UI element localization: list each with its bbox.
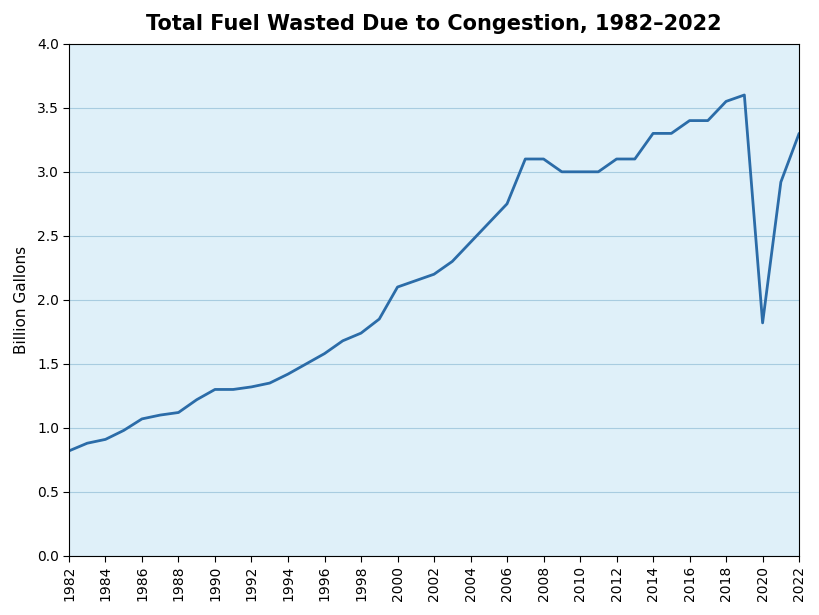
Title: Total Fuel Wasted Due to Congestion, 1982–2022: Total Fuel Wasted Due to Congestion, 198…: [146, 14, 721, 34]
Y-axis label: Billion Gallons: Billion Gallons: [14, 246, 29, 354]
